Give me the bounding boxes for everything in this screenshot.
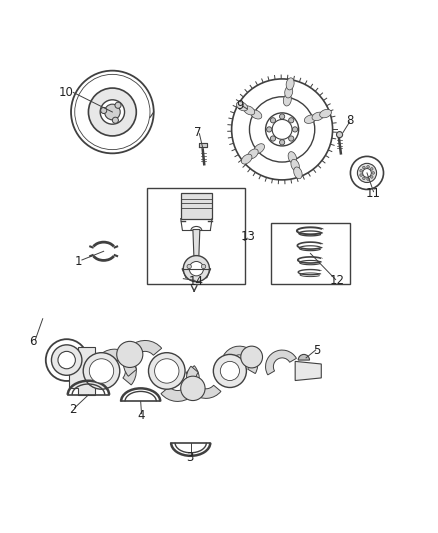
Text: 3: 3 (186, 450, 193, 464)
Circle shape (363, 177, 365, 180)
Text: 7: 7 (194, 126, 202, 139)
Ellipse shape (254, 144, 265, 154)
Circle shape (367, 177, 369, 180)
Text: 2: 2 (70, 403, 77, 416)
Circle shape (357, 163, 377, 182)
Ellipse shape (241, 154, 252, 164)
Circle shape (112, 117, 118, 123)
Ellipse shape (291, 159, 299, 171)
Circle shape (367, 165, 369, 168)
Ellipse shape (251, 110, 262, 119)
Circle shape (187, 264, 191, 269)
Circle shape (363, 166, 365, 169)
Circle shape (181, 376, 205, 400)
Ellipse shape (312, 112, 324, 120)
Circle shape (289, 136, 294, 141)
Circle shape (371, 167, 373, 170)
Polygon shape (69, 347, 95, 395)
Circle shape (372, 172, 374, 174)
Circle shape (201, 264, 206, 269)
Polygon shape (199, 143, 207, 147)
Wedge shape (224, 346, 258, 374)
Text: 13: 13 (241, 230, 256, 244)
Bar (181, 192, 212, 219)
Text: 10: 10 (58, 86, 73, 99)
Ellipse shape (320, 109, 332, 118)
FancyBboxPatch shape (271, 223, 350, 284)
Circle shape (58, 351, 75, 369)
Circle shape (289, 118, 294, 123)
Text: 1: 1 (75, 255, 83, 268)
Text: 11: 11 (366, 187, 381, 200)
Text: 4: 4 (137, 409, 145, 422)
FancyBboxPatch shape (147, 188, 245, 284)
Circle shape (101, 108, 107, 114)
Circle shape (115, 102, 121, 108)
Ellipse shape (244, 106, 255, 115)
Circle shape (51, 345, 82, 375)
Circle shape (363, 168, 371, 177)
Text: 12: 12 (330, 274, 345, 287)
Ellipse shape (283, 94, 291, 106)
Circle shape (89, 359, 114, 383)
Circle shape (272, 119, 292, 139)
Circle shape (232, 79, 332, 180)
Circle shape (155, 359, 179, 383)
Circle shape (360, 174, 362, 176)
Circle shape (46, 339, 88, 381)
Circle shape (336, 132, 343, 138)
Wedge shape (161, 366, 199, 401)
Circle shape (371, 175, 373, 178)
Wedge shape (298, 354, 310, 360)
Circle shape (270, 136, 276, 141)
Circle shape (270, 118, 276, 123)
Circle shape (71, 71, 154, 154)
Circle shape (184, 256, 209, 282)
Circle shape (267, 127, 272, 132)
Circle shape (265, 113, 299, 146)
Circle shape (189, 262, 204, 276)
Circle shape (88, 88, 136, 136)
Text: 5: 5 (313, 344, 321, 357)
Ellipse shape (285, 86, 293, 98)
Circle shape (250, 97, 315, 162)
Wedge shape (123, 341, 162, 376)
Ellipse shape (294, 167, 302, 179)
Circle shape (148, 353, 185, 389)
Text: 9: 9 (236, 99, 244, 112)
Circle shape (293, 127, 297, 132)
Polygon shape (182, 269, 211, 278)
Ellipse shape (288, 152, 297, 164)
Circle shape (220, 361, 240, 381)
Circle shape (350, 156, 384, 189)
Circle shape (117, 341, 143, 367)
Circle shape (279, 140, 285, 145)
Circle shape (83, 353, 120, 389)
Ellipse shape (304, 115, 316, 124)
Circle shape (241, 346, 262, 368)
Circle shape (100, 100, 124, 124)
Ellipse shape (286, 78, 294, 90)
Ellipse shape (237, 102, 247, 111)
Wedge shape (186, 366, 221, 398)
Circle shape (105, 104, 120, 120)
Text: 6: 6 (29, 335, 37, 348)
Circle shape (279, 114, 285, 119)
Text: 8: 8 (346, 114, 353, 127)
Text: 14: 14 (189, 275, 204, 288)
Wedge shape (98, 349, 136, 385)
Polygon shape (295, 361, 321, 381)
Circle shape (360, 169, 362, 172)
Circle shape (213, 354, 247, 387)
Wedge shape (265, 350, 297, 375)
Ellipse shape (247, 149, 258, 159)
Polygon shape (193, 230, 200, 264)
